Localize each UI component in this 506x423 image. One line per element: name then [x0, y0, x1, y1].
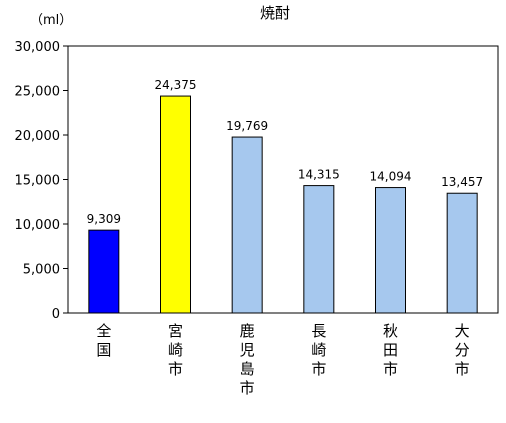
y-axis: 0 5,000 10,000 15,000 20,000 25,000 30,000: [15, 40, 68, 322]
y-tick-label: 20,000: [15, 129, 61, 144]
y-tick-label: 30,000: [15, 40, 61, 55]
bar: [231, 136, 263, 314]
bar: [88, 229, 120, 314]
y-tick-label: 10,000: [15, 218, 61, 233]
bar: [446, 192, 478, 314]
x-tick-label: 鹿児島市: [240, 322, 255, 397]
y-unit-label: （ml）: [30, 13, 72, 28]
y-tick-label: 25,000: [15, 85, 61, 100]
x-tick-label: 秋田市: [383, 322, 398, 378]
data-label: 24,375: [155, 78, 197, 92]
data-label: 19,769: [226, 119, 268, 133]
bar: [303, 185, 335, 314]
chart-title: 焼酎: [260, 4, 290, 22]
x-tick-label: 大分市: [455, 322, 470, 378]
plot-area: [67, 45, 499, 314]
y-tick-label: 5,000: [23, 263, 60, 278]
data-label: 13,457: [441, 175, 483, 189]
bar: [160, 95, 191, 314]
y-tick-label: 15,000: [15, 174, 61, 189]
bar: [375, 187, 406, 314]
x-axis-labels: 全国 宮崎市 鹿児島市 長崎市 秋田市 大分市: [96, 322, 469, 397]
x-tick-label: 全国: [96, 322, 111, 359]
data-labels: 9,309 24,375 19,769 14,315 14,094 13,457: [87, 78, 484, 226]
data-label: 14,094: [370, 170, 412, 184]
data-label: 14,315: [298, 168, 340, 182]
bars: [88, 95, 478, 314]
data-label: 9,309: [87, 212, 121, 226]
y-tick-label: 0: [52, 307, 60, 322]
x-tick-label: 宮崎市: [168, 322, 183, 378]
x-tick-label: 長崎市: [311, 322, 326, 378]
